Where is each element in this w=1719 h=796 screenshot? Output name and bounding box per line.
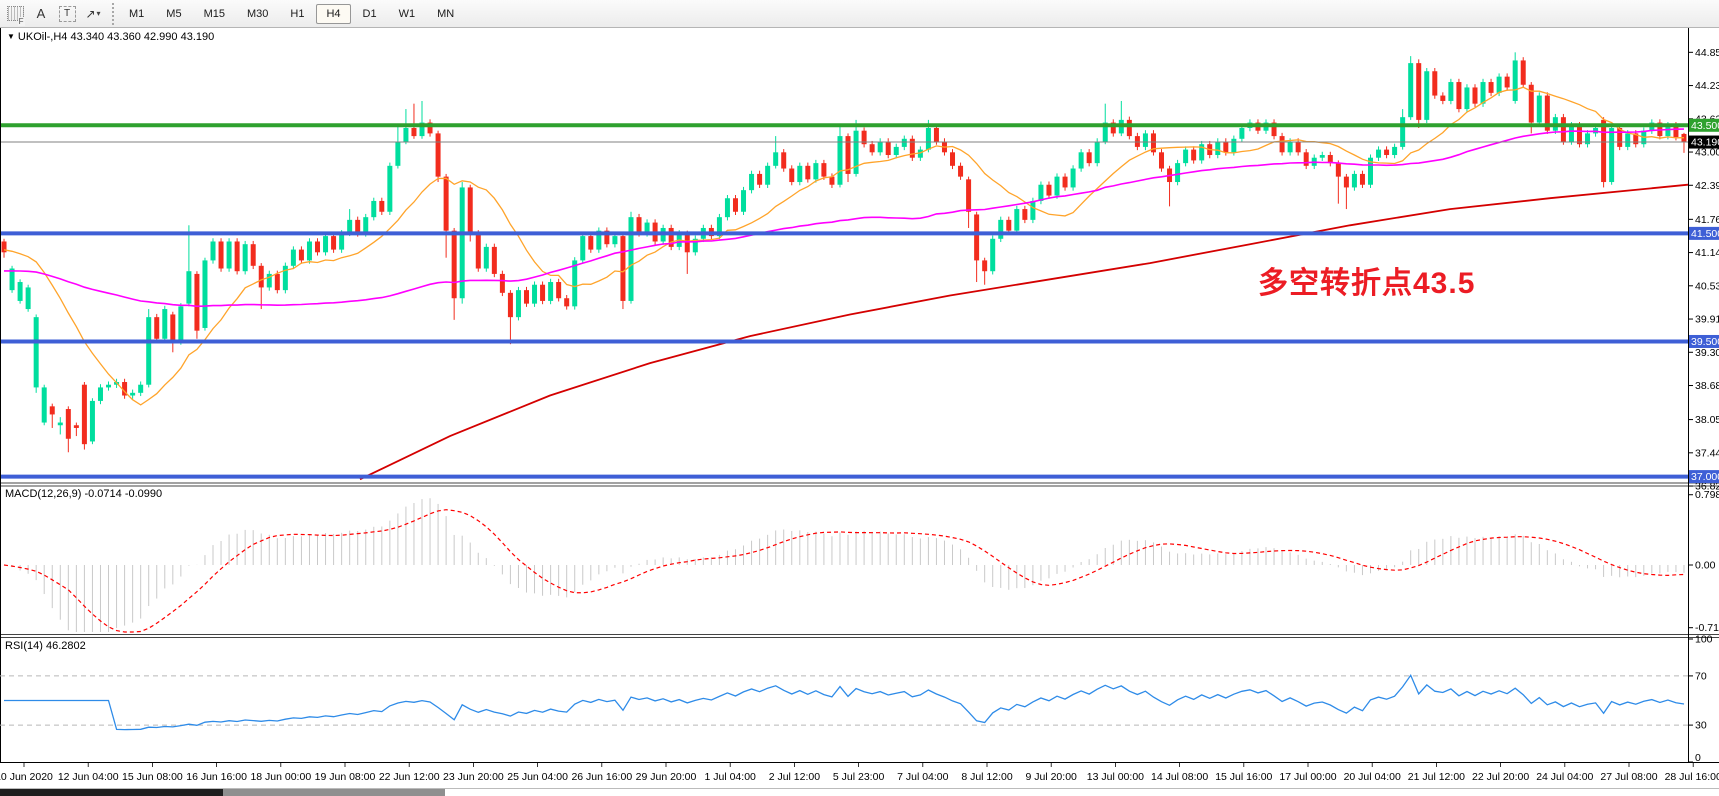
svg-text:37.440: 37.440 xyxy=(1695,447,1719,459)
chart-window: 44.85044.23543.62043.00542.39041.76041.1… xyxy=(0,28,1719,796)
svg-text:41.760: 41.760 xyxy=(1695,214,1719,226)
timeframe-button-m5[interactable]: M5 xyxy=(166,7,182,20)
macd-pane xyxy=(3,498,1685,633)
scrollbar-thumb[interactable] xyxy=(223,789,445,796)
svg-text:28 Jul 16:00: 28 Jul 16:00 xyxy=(1665,771,1719,783)
price-badge-41.500 xyxy=(1689,226,1719,240)
timeframe-button-h4[interactable]: H4 xyxy=(316,3,351,24)
svg-text:37.000: 37.000 xyxy=(1691,471,1719,483)
price-badge-43.190 xyxy=(1689,135,1719,149)
svg-text:15 Jun 08:00: 15 Jun 08:00 xyxy=(122,771,183,783)
time-axis: 10 Jun 2020 12 Jun 04:00 15 Jun 08:00 16 Ju… xyxy=(0,762,1719,783)
scrollbar-track xyxy=(0,789,223,796)
svg-text:14 Jul 08:00: 14 Jul 08:00 xyxy=(1151,771,1208,783)
svg-text:0.7986: 0.7986 xyxy=(1695,489,1719,501)
svg-text:7 Jul 04:00: 7 Jul 04:00 xyxy=(897,771,949,783)
timeframe-button-h1[interactable]: H1 xyxy=(290,7,305,20)
svg-text:100: 100 xyxy=(1695,634,1713,646)
svg-text:5 Jul 23:00: 5 Jul 23:00 xyxy=(833,771,885,783)
svg-text:16 Jun 16:00: 16 Jun 16:00 xyxy=(186,771,247,783)
mid-ma-line xyxy=(4,128,1685,308)
svg-text:0: 0 xyxy=(1695,752,1701,764)
svg-text:10 Jun 2020: 10 Jun 2020 xyxy=(0,771,53,783)
svg-text:70: 70 xyxy=(1695,670,1707,682)
svg-text:41.500: 41.500 xyxy=(1691,228,1719,240)
svg-text:42.390: 42.390 xyxy=(1695,180,1719,192)
svg-text:43.500: 43.500 xyxy=(1691,120,1719,132)
timeframe-button-m30[interactable]: M30 xyxy=(246,7,269,20)
svg-text:43.190: 43.190 xyxy=(1691,137,1719,149)
svg-text:23 Jun 20:00: 23 Jun 20:00 xyxy=(443,771,504,783)
font-a-icon[interactable]: A xyxy=(36,6,46,21)
svg-text:13 Jul 00:00: 13 Jul 00:00 xyxy=(1087,771,1144,783)
svg-text:-0.7124: -0.7124 xyxy=(1695,622,1719,634)
svg-text:43.005: 43.005 xyxy=(1695,147,1719,159)
toolbar: F A T ↗ ▾ M1 M5 M15 M30 H1 H4 D1 W1 MN xyxy=(0,0,1719,28)
price-badge-39.500 xyxy=(1689,334,1719,348)
svg-text:44.850: 44.850 xyxy=(1695,47,1719,59)
symbol-title: ▼ UKOil-,H4 43.340 43.360 42.990 43.190 xyxy=(7,31,214,43)
svg-text:20 Jul 04:00: 20 Jul 04:00 xyxy=(1344,771,1401,783)
svg-text:27 Jul 08:00: 27 Jul 08:00 xyxy=(1600,771,1657,783)
svg-text:36.825: 36.825 xyxy=(1695,481,1719,493)
collapse-triangle-icon[interactable]: ▼ xyxy=(7,32,15,41)
svg-text:39.500: 39.500 xyxy=(1691,336,1719,348)
svg-text:15 Jul 16:00: 15 Jul 16:00 xyxy=(1215,771,1272,783)
dropdown-arrow-icon[interactable]: ▾ xyxy=(96,9,101,18)
svg-text:30: 30 xyxy=(1695,720,1707,732)
toolbar-separator xyxy=(112,2,114,25)
svg-text:44.235: 44.235 xyxy=(1695,80,1719,92)
svg-text:12 Jun 04:00: 12 Jun 04:00 xyxy=(58,771,119,783)
chart-annotation-text: 多空转折点43.5 xyxy=(1258,267,1476,300)
main-pane xyxy=(0,28,1719,796)
fast-ma-line xyxy=(3,86,1685,406)
svg-text:38.055: 38.055 xyxy=(1695,414,1719,426)
price-chart-canvas[interactable]: 44.85044.23543.62043.00542.39041.76041.1… xyxy=(0,28,1719,796)
timeframe-button-w1[interactable]: W1 xyxy=(398,7,416,20)
price-badge-43.500 xyxy=(1689,118,1719,132)
symbol-title-text: UKOil-,H4 43.340 43.360 42.990 43.190 xyxy=(17,31,215,43)
expert-grid-icon[interactable]: F xyxy=(4,3,26,26)
svg-text:22 Jun 12:00: 22 Jun 12:00 xyxy=(379,771,440,783)
svg-text:2 Jul 12:00: 2 Jul 12:00 xyxy=(769,771,821,783)
timeframe-button-d1[interactable]: D1 xyxy=(362,7,377,20)
svg-text:29 Jun 20:00: 29 Jun 20:00 xyxy=(636,771,697,783)
rsi-line xyxy=(4,673,1685,731)
svg-text:39.300: 39.300 xyxy=(1695,347,1719,359)
price-badge-37.000 xyxy=(1689,470,1719,484)
timeframe-button-m1[interactable]: M1 xyxy=(129,7,145,20)
macd-indicator-label: MACD(12,26,9) -0.0714 -0.0990 xyxy=(5,488,163,500)
slow-ma-line xyxy=(359,183,1689,481)
svg-text:18 Jun 00:00: 18 Jun 00:00 xyxy=(250,771,311,783)
svg-text:24 Jul 04:00: 24 Jul 04:00 xyxy=(1536,771,1593,783)
rsi-indicator-label: RSI(14) 46.2802 xyxy=(5,640,86,652)
svg-text:21 Jul 12:00: 21 Jul 12:00 xyxy=(1408,771,1465,783)
svg-text:17 Jul 00:00: 17 Jul 00:00 xyxy=(1279,771,1336,783)
svg-text:19 Jun 08:00: 19 Jun 08:00 xyxy=(315,771,376,783)
timeframe-button-mn[interactable]: MN xyxy=(437,7,455,20)
macd-signal-line xyxy=(3,509,1685,633)
svg-text:38.685: 38.685 xyxy=(1695,380,1719,392)
timeframe-button-m15[interactable]: M15 xyxy=(203,7,225,20)
arrow-objects-icon[interactable]: ↗ ▾ xyxy=(85,6,101,21)
price-axis: 44.85044.23543.62043.00542.39041.76041.1… xyxy=(1688,47,1719,764)
svg-text:39.915: 39.915 xyxy=(1695,314,1719,326)
timeframe-button-group: M1 M5 M15 M30 H1 H4 D1 W1 MN xyxy=(118,3,465,24)
rsi-pane xyxy=(0,673,1688,731)
svg-text:26 Jun 16:00: 26 Jun 16:00 xyxy=(571,771,632,783)
svg-text:25 Jun 04:00: 25 Jun 04:00 xyxy=(507,771,568,783)
svg-text:9 Jul 20:00: 9 Jul 20:00 xyxy=(1026,771,1078,783)
svg-text:0.00: 0.00 xyxy=(1695,560,1716,572)
svg-text:22 Jul 20:00: 22 Jul 20:00 xyxy=(1472,771,1529,783)
svg-text:40.530: 40.530 xyxy=(1695,280,1719,292)
svg-text:8 Jul 12:00: 8 Jul 12:00 xyxy=(961,771,1013,783)
svg-text:1 Jul 04:00: 1 Jul 04:00 xyxy=(705,771,757,783)
text-label-icon[interactable]: T xyxy=(56,3,78,25)
svg-text:41.145: 41.145 xyxy=(1695,247,1719,259)
